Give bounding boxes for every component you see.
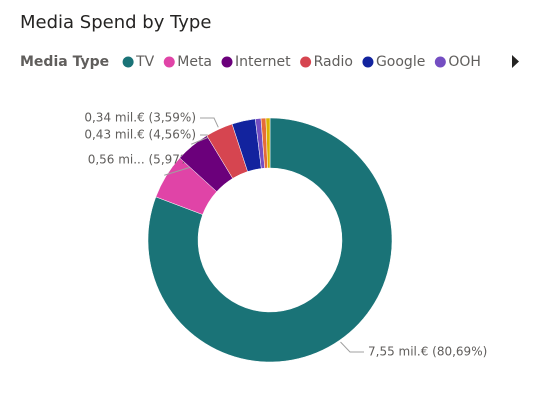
data-label: 0,34 mil.€ (3,59%): [84, 111, 196, 125]
legend-title: Media Type: [20, 54, 109, 70]
donut-slice: [265, 117, 271, 169]
legend-label: Meta: [177, 54, 212, 70]
data-label: 0,43 mil.€ (4,56%): [84, 128, 196, 142]
legend-marker: [221, 56, 233, 68]
legend-marker: [300, 56, 312, 68]
legend-marker: [122, 56, 134, 68]
leader-line: [200, 117, 219, 128]
donut-slice: [147, 117, 393, 363]
legend-next-arrow[interactable]: [512, 55, 519, 68]
legend-label: TV: [135, 54, 155, 70]
legend-label: Google: [376, 54, 425, 70]
chart-title: Media Spend by Type: [20, 12, 211, 33]
legend-label: Radio: [314, 54, 353, 70]
data-label: 7,55 mil.€ (80,69%): [368, 345, 487, 359]
legend-label: OOH: [448, 54, 481, 70]
legend-marker: [434, 56, 446, 68]
legend-marker: [362, 56, 374, 68]
legend-marker: [163, 56, 175, 68]
leader-line: [340, 341, 364, 353]
legend-label: Internet: [235, 54, 291, 70]
data-label: 0,56 mi... (5,97%): [88, 153, 196, 167]
